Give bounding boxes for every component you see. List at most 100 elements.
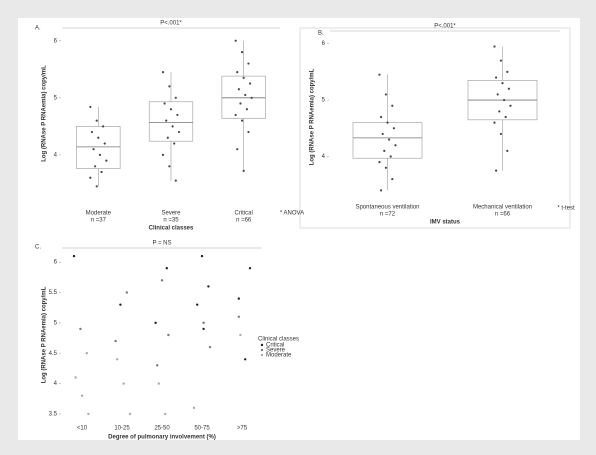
point: [503, 98, 506, 102]
legend-marker: [260, 348, 264, 352]
point: [122, 382, 125, 385]
point: [240, 51, 244, 54]
point: [89, 105, 92, 109]
point: [506, 70, 509, 73]
point: [87, 412, 90, 416]
y-tick-label: 4.5: [49, 351, 58, 357]
point: [177, 130, 181, 134]
category-label: 25-50: [154, 426, 170, 432]
point: [501, 82, 504, 85]
point: [499, 132, 502, 136]
point: [119, 303, 122, 306]
point: [167, 333, 170, 337]
point: [94, 165, 97, 168]
n-label: n =66: [495, 212, 511, 218]
category-label: <10: [77, 426, 88, 432]
point: [208, 345, 212, 349]
y-tick-label: 4: [54, 381, 58, 387]
point: [168, 85, 171, 88]
y-tick-label: 6: [54, 38, 58, 44]
category-label: 10-25: [114, 426, 130, 432]
point: [98, 153, 102, 156]
point: [244, 93, 247, 97]
point: [380, 189, 383, 192]
category-label: 50-75: [194, 426, 210, 432]
point: [168, 165, 171, 168]
point: [165, 267, 168, 270]
panel-label: A.: [35, 26, 41, 32]
point: [169, 108, 173, 111]
point: [85, 352, 89, 355]
panel-label: C.: [35, 245, 41, 251]
point: [160, 279, 164, 282]
legend-label: Severe: [266, 348, 286, 354]
n-label: n =72: [380, 212, 396, 218]
point: [380, 115, 383, 119]
point: [237, 297, 240, 300]
point: [102, 125, 105, 128]
y-axis-label: Log (RNAse P RNAemia) copy/mL: [42, 65, 48, 162]
box: [76, 126, 121, 169]
point: [507, 87, 510, 90]
n-label: n =66: [236, 218, 252, 224]
point: [90, 130, 94, 134]
point: [116, 358, 119, 361]
point: [391, 104, 394, 107]
point: [248, 82, 252, 85]
point: [174, 179, 177, 182]
point: [100, 170, 103, 174]
y-tick-label: 5: [54, 320, 58, 326]
legend-label: Moderate: [266, 353, 292, 359]
point: [386, 121, 389, 124]
point: [381, 132, 384, 136]
point: [166, 136, 169, 139]
point: [176, 113, 179, 117]
legend-marker: [260, 343, 264, 347]
x-axis-label: IMV status: [430, 220, 461, 226]
point: [384, 93, 387, 96]
point: [97, 136, 100, 139]
point: [247, 130, 250, 134]
annotation: P = NS: [152, 241, 171, 247]
n-label: n =37: [91, 218, 107, 224]
category-label: >75: [237, 426, 248, 432]
point: [103, 142, 106, 145]
x-axis-label: Clinical classes: [149, 226, 194, 232]
point: [161, 153, 165, 156]
point: [200, 254, 204, 258]
y-tick-label: 5: [54, 95, 58, 101]
box: [352, 122, 423, 159]
point: [192, 406, 196, 410]
point: [506, 149, 509, 152]
point: [105, 159, 108, 162]
annotation: P<.001*: [434, 24, 456, 30]
y-tick-label: 4: [54, 152, 58, 158]
x-axis-label: Degree of pulmonary involvement (%): [108, 435, 216, 441]
point: [236, 148, 239, 151]
category-label: Mechanical ventilation: [473, 205, 532, 211]
box: [148, 101, 194, 142]
legend-title: Clinical classes: [258, 337, 299, 343]
y-tick-label: 4: [322, 154, 326, 160]
legend-marker: [260, 353, 264, 357]
point: [128, 412, 132, 416]
y-tick-label: 6: [322, 41, 326, 47]
point: [504, 115, 507, 119]
point: [173, 142, 176, 145]
point: [125, 291, 128, 294]
note: * t-test: [557, 206, 575, 212]
point: [161, 71, 165, 74]
point: [495, 169, 498, 172]
point: [165, 119, 168, 122]
legend-label: Critical: [266, 343, 284, 349]
point: [493, 121, 496, 124]
category-label: Moderate: [86, 211, 112, 217]
point: [171, 125, 174, 128]
y-tick-label: 6: [54, 260, 58, 266]
point: [154, 321, 157, 325]
y-tick-label: 5.5: [49, 290, 58, 296]
point: [237, 315, 240, 318]
note: * ANOVA: [280, 211, 304, 217]
point: [80, 394, 84, 397]
point: [383, 149, 386, 152]
